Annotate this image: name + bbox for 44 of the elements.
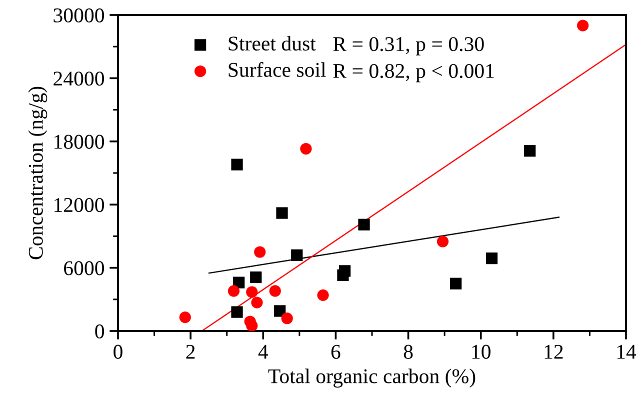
annotation: R = 0.31, p = 0.30	[333, 37, 484, 56]
y-tick-label: 24000	[54, 72, 104, 86]
point	[300, 142, 312, 155]
point	[246, 286, 258, 298]
point	[450, 278, 462, 290]
x-tick-label: 10	[472, 344, 490, 359]
point	[250, 271, 262, 284]
point	[254, 246, 266, 258]
y-axis-title: Concentration (ng/g)	[28, 86, 48, 260]
y-tick-label: 30000	[54, 8, 104, 22]
annotation: R = 0.82, p < 0.001	[333, 64, 494, 82]
point	[338, 265, 351, 277]
point	[317, 289, 329, 301]
y-tick-label: 18000	[54, 134, 104, 149]
x-tick-label: 12	[544, 344, 563, 359]
y-tick-label: 12000	[54, 198, 104, 212]
point	[281, 312, 293, 324]
point	[486, 252, 498, 264]
point	[524, 145, 536, 157]
x-tick-label: 4	[258, 344, 268, 359]
point	[231, 158, 243, 170]
x-tick-label: 2	[186, 344, 195, 359]
legend-label: Street dust	[228, 36, 316, 51]
legend-label: Surface soil	[228, 62, 326, 77]
x-tick-label: 6	[331, 344, 340, 359]
point	[358, 218, 370, 230]
point	[228, 285, 240, 297]
point	[231, 306, 243, 318]
point	[233, 276, 245, 288]
point	[577, 20, 589, 32]
point	[269, 285, 281, 297]
x-axis-title: Total organic carbon (%)	[268, 368, 476, 388]
point	[276, 207, 288, 219]
y-tick-label: 0	[95, 324, 104, 338]
point	[274, 305, 286, 317]
x-tick-label: 8	[404, 344, 413, 359]
x-tick-label: 0	[114, 344, 122, 359]
point	[179, 311, 191, 324]
point	[436, 236, 449, 248]
point	[291, 249, 303, 261]
y-tick-label: 6000	[64, 261, 104, 276]
point	[251, 296, 263, 308]
x-tick-label: 14	[617, 344, 636, 359]
point	[246, 320, 258, 331]
